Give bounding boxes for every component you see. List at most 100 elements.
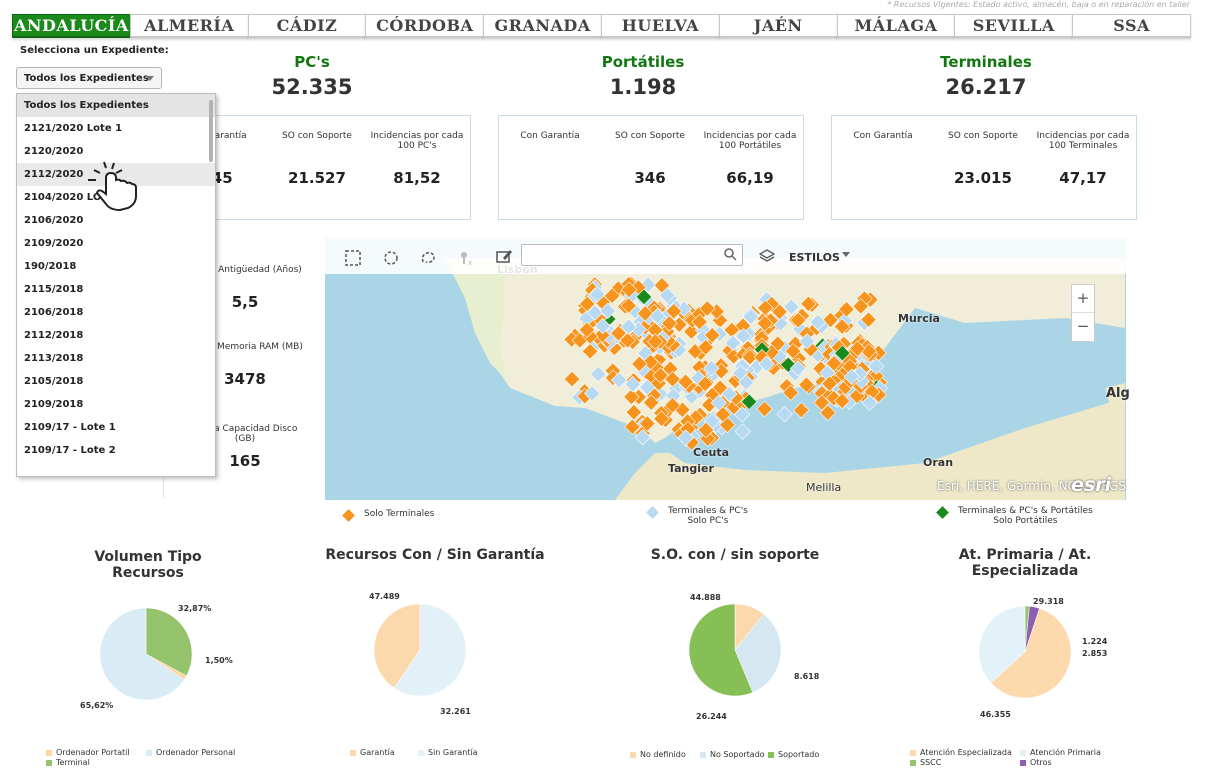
dropdown-option[interactable]: 2109/17 - Lote 2	[24, 445, 116, 456]
tab-2[interactable]: CÁDIZ	[247, 14, 367, 38]
map-point[interactable]	[697, 421, 715, 439]
map-point[interactable]	[653, 410, 670, 427]
expediente-select[interactable]: Todos los Expedientes	[16, 67, 162, 89]
pie-slice[interactable]	[99, 607, 185, 701]
edit-icon[interactable]	[495, 248, 513, 266]
map-point[interactable]	[578, 321, 596, 339]
zoom-out-button[interactable]: −	[1076, 317, 1090, 335]
map-point[interactable]	[821, 375, 838, 392]
map-point[interactable]	[636, 305, 654, 322]
map-point[interactable]	[863, 383, 881, 401]
map-point[interactable]	[603, 287, 621, 305]
pie-slice[interactable]	[145, 607, 193, 677]
map-point[interactable]	[734, 317, 752, 334]
map-point[interactable]	[642, 353, 659, 371]
map-point[interactable]	[741, 349, 759, 366]
map-point[interactable]	[809, 313, 827, 331]
map-point[interactable]	[586, 304, 604, 321]
tab-9[interactable]: SSA	[1072, 14, 1191, 38]
tab-4[interactable]: GRANADA	[483, 14, 602, 38]
map-point[interactable]	[677, 429, 694, 446]
map-point[interactable]	[800, 295, 817, 313]
map-point[interactable]	[756, 315, 774, 332]
map-point[interactable]	[620, 297, 637, 314]
pie-slice[interactable]	[990, 608, 1072, 699]
map-point[interactable]	[756, 400, 773, 418]
map-point[interactable]	[776, 405, 793, 423]
map-point[interactable]	[579, 295, 596, 313]
clear-selection-icon[interactable]: x	[458, 250, 474, 266]
lasso-select-icon[interactable]	[420, 250, 436, 266]
map-point[interactable]	[784, 342, 802, 360]
map-point[interactable]	[610, 371, 628, 389]
map-point[interactable]	[852, 298, 869, 315]
map-point[interactable]	[783, 298, 800, 316]
dropdown-scrollbar[interactable]	[209, 100, 213, 162]
tab-3[interactable]: CÓRDOBA	[365, 14, 485, 38]
map-point[interactable]	[624, 376, 641, 393]
dropdown-option[interactable]: 190/2018	[24, 261, 77, 272]
tab-7[interactable]: MÁLAGA	[836, 14, 956, 38]
map-point[interactable]	[639, 415, 656, 432]
map-point[interactable]	[757, 299, 774, 317]
map-point[interactable]	[635, 288, 653, 306]
map-point[interactable]	[664, 370, 681, 388]
map-point[interactable]	[590, 366, 607, 383]
map-point[interactable]	[623, 388, 640, 406]
tab-8[interactable]: SEVILLA	[954, 14, 1074, 38]
map-point[interactable]	[819, 364, 836, 382]
estilos-menu[interactable]: ESTILOS	[789, 251, 840, 264]
map-point[interactable]	[737, 374, 755, 391]
dropdown-option[interactable]: 2121/2020 Lote 1	[24, 123, 123, 134]
dropdown-option[interactable]: 2106/2020	[24, 215, 84, 226]
map-point[interactable]	[610, 325, 627, 342]
map-point[interactable]	[624, 418, 641, 436]
map-search-input[interactable]	[521, 244, 743, 266]
map-point[interactable]	[721, 385, 738, 403]
dropdown-option[interactable]: 2106/2018	[24, 307, 84, 318]
pie-slice[interactable]	[393, 603, 467, 697]
dropdown-option[interactable]: 2109/2020	[24, 238, 84, 249]
map-point[interactable]	[699, 300, 716, 317]
map-point[interactable]	[661, 315, 678, 332]
map-point[interactable]	[677, 373, 694, 391]
map-point[interactable]	[583, 385, 601, 402]
map-point[interactable]	[664, 397, 681, 414]
map-point[interactable]	[793, 401, 810, 419]
map-point[interactable]	[833, 318, 851, 335]
circle-select-icon[interactable]	[383, 250, 399, 266]
map-point[interactable]	[819, 404, 837, 421]
dropdown-option[interactable]: 2115/2018	[24, 284, 84, 295]
pie-slice[interactable]	[978, 605, 1026, 684]
map-point[interactable]	[843, 368, 861, 386]
dropdown-option[interactable]: 2113/2018	[24, 353, 84, 364]
map-point[interactable]	[724, 334, 742, 352]
pie-slice[interactable]	[373, 603, 421, 689]
dropdown-option[interactable]: 2104/2020 LOTE 1	[24, 192, 126, 203]
dropdown-option[interactable]: 2105/2018	[24, 376, 84, 387]
map-point[interactable]	[599, 302, 616, 320]
map-point[interactable]	[860, 343, 878, 360]
zoom-in-button[interactable]: +	[1072, 285, 1094, 313]
map-point[interactable]	[671, 316, 688, 333]
map-point[interactable]	[861, 394, 878, 411]
map-point[interactable]	[563, 370, 581, 388]
dropdown-option[interactable]: 2109/17 - Lote 1	[24, 422, 116, 433]
map-point[interactable]	[649, 308, 666, 325]
map-point[interactable]	[868, 358, 885, 375]
map-point[interactable]	[758, 355, 775, 373]
dropdown-option[interactable]: Todos los Expedientes	[17, 94, 215, 117]
layers-icon[interactable]	[759, 248, 775, 264]
map-point[interactable]	[834, 344, 851, 362]
map-point[interactable]	[589, 286, 606, 303]
pie-slice[interactable]	[734, 613, 782, 693]
map-point[interactable]	[658, 287, 676, 304]
map-point[interactable]	[742, 308, 760, 325]
map-point[interactable]	[665, 303, 683, 320]
search-icon[interactable]	[724, 248, 737, 261]
map-point[interactable]	[798, 376, 815, 393]
map-point[interactable]	[662, 360, 679, 377]
map-point[interactable]	[696, 375, 714, 393]
map-point[interactable]	[594, 326, 611, 344]
dropdown-option[interactable]: 2109/2018	[24, 399, 84, 410]
